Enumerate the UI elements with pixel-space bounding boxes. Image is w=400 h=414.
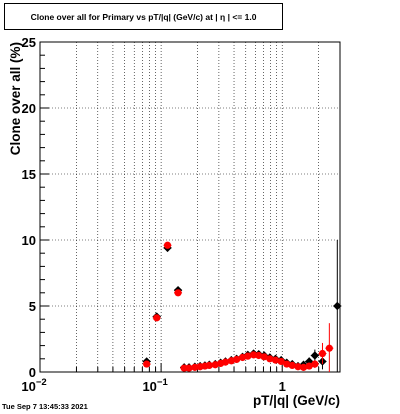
- data-point-circle: [153, 314, 161, 322]
- plot-frame: [39, 41, 341, 373]
- axis-ticks: [39, 41, 341, 373]
- data-point-circle: [185, 364, 193, 372]
- y-tick-label: 5: [29, 299, 36, 314]
- data-point-circle: [163, 241, 172, 249]
- data-points: [142, 240, 342, 372]
- y-tick-label: 25: [22, 35, 36, 50]
- data-point-circle: [325, 344, 333, 352]
- data-point-circle: [277, 357, 285, 366]
- x-axis-title: pT/|q| (GeV/c): [253, 393, 340, 408]
- data-point-diamond: [310, 351, 320, 360]
- data-point-circle: [311, 360, 319, 368]
- y-tick-label: 20: [22, 101, 36, 116]
- chart-title: Clone over all for Primary vs pT/|q| (Ge…: [4, 3, 283, 30]
- x-tick-label: 1: [279, 379, 286, 394]
- x-tick-labels: 10−2 10−1 1: [21, 377, 285, 394]
- chart-title-text: Clone over all for Primary vs pT/|q| (Ge…: [30, 11, 257, 22]
- data-point-circle: [174, 289, 182, 297]
- y-tick-label: 10: [22, 233, 36, 248]
- timestamp: Tue Sep 7 13:45:33 2021: [2, 402, 88, 411]
- data-point-circle: [191, 363, 199, 371]
- y-tick-label: 0: [29, 365, 36, 380]
- y-axis-title: Clone over all (%): [8, 42, 23, 155]
- x-tick-label: 10−1: [142, 377, 168, 394]
- data-point-circle: [318, 349, 327, 358]
- data-point-circle: [232, 355, 241, 364]
- data-point-circle: [294, 363, 302, 371]
- x-tick-label: 10−2: [21, 377, 46, 394]
- data-point-circle: [221, 358, 230, 366]
- grid-lines: [40, 42, 340, 372]
- y-tick-labels: 0 5 10 15 20 25: [22, 35, 36, 380]
- data-point-diamond: [333, 301, 342, 311]
- data-point-circle: [143, 360, 151, 368]
- y-tick-label: 15: [22, 167, 36, 182]
- data-point-circle: [205, 361, 213, 369]
